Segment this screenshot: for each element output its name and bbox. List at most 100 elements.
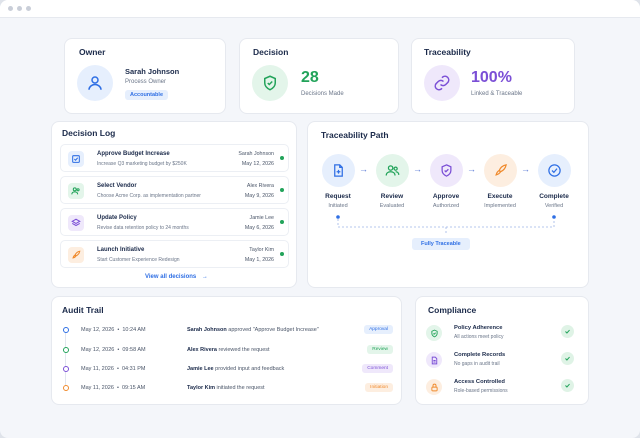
compliance-item: Complete Records No gaps in audit trail xyxy=(416,348,584,374)
check-icon xyxy=(561,379,574,392)
audit-trail-card: Audit Trail May 12, 2026 • 10:24 AM Sara… xyxy=(51,296,402,405)
timeline-dot xyxy=(63,366,69,372)
arrow-right-icon: → xyxy=(359,164,368,174)
step-sub: Initiated xyxy=(328,203,348,209)
decision-log-card: Decision Log Approve Budget Increase Inc… xyxy=(51,121,297,288)
audit-datetime: May 11, 2026 • 09:15 AM xyxy=(81,385,146,391)
timeline-dot xyxy=(63,385,69,391)
audit-description: Taylor Kim initiated the request xyxy=(187,385,265,391)
lock-icon xyxy=(426,379,442,395)
traceability-path-title: Traceability Path xyxy=(321,130,389,140)
decision-row[interactable]: Select Vendor Choose Acme Corp. as imple… xyxy=(60,176,289,204)
decision-person: Jamie Lee xyxy=(249,215,274,221)
status-dot xyxy=(280,188,284,192)
step-sub: Implemented xyxy=(484,203,516,209)
checkbox-icon xyxy=(68,151,84,167)
check-icon xyxy=(561,325,574,338)
audit-datetime: May 12, 2026 • 10:24 AM xyxy=(81,327,146,333)
compliance-item: Access Controlled Role-based permissions xyxy=(416,375,584,401)
decision-date: May 6, 2026 xyxy=(244,225,274,231)
view-all-label: View all decisions xyxy=(145,274,197,280)
decision-title-text: Update Policy xyxy=(97,215,137,221)
decision-log-title: Decision Log xyxy=(62,128,116,138)
arrow-right-icon: → xyxy=(521,164,530,174)
audit-description: Jamie Lee provided input and feedback xyxy=(187,366,285,372)
decision-count: 28 xyxy=(301,69,319,86)
owner-title: Owner xyxy=(79,47,106,57)
step-label: Approve xyxy=(432,193,460,200)
step-request: Request Initiated xyxy=(308,154,368,209)
step-sub: Verified xyxy=(544,203,564,209)
status-dot xyxy=(280,252,284,256)
traceability-label: Linked & Traceable xyxy=(471,91,523,97)
arrow-right-icon: → xyxy=(467,164,476,174)
users-icon xyxy=(375,154,409,187)
window-minimize-dot[interactable] xyxy=(17,6,22,11)
traceability-path-card: Traceability Path Request Initiated → Re… xyxy=(307,121,589,288)
decision-row[interactable]: Launch Initiative Start Customer Experie… xyxy=(60,240,289,268)
decision-title-text: Approve Budget Increase xyxy=(97,151,170,157)
compliance-item-title: Access Controlled xyxy=(454,379,505,385)
decision-row[interactable]: Approve Budget Increase Increase Q3 mark… xyxy=(60,144,289,172)
owner-role: Process Owner xyxy=(125,79,167,85)
audit-datetime: May 12, 2026 • 09:58 AM xyxy=(81,347,146,353)
decision-desc: Revise data retention policy to 24 month… xyxy=(97,225,189,231)
step-label: Request xyxy=(325,193,351,200)
title-bar xyxy=(0,0,640,18)
step-label: Execute xyxy=(487,193,513,200)
audit-row: May 11, 2026 • 09:15 AM Taylor Kim initi… xyxy=(52,380,403,399)
owner-card: Owner Sarah Johnson Process Owner Accoun… xyxy=(64,38,226,114)
owner-name: Sarah Johnson xyxy=(125,67,180,76)
audit-row: May 11, 2026 • 04:31 PM Jamie Lee provid… xyxy=(52,361,403,380)
compliance-item-title: Policy Adherence xyxy=(454,325,503,331)
audit-description: Alex Rivera reviewed the request xyxy=(187,347,270,353)
traceability-card: Traceability 100% Linked & Traceable xyxy=(411,38,575,114)
check-circle-icon xyxy=(537,154,571,187)
audit-tag: Review xyxy=(367,345,393,354)
shield-check-icon xyxy=(429,154,463,187)
step-approve: Approve Authorized xyxy=(416,154,476,209)
decision-title-text: Select Vendor xyxy=(97,183,137,189)
window-close-dot[interactable] xyxy=(8,6,13,11)
compliance-card: Compliance Policy Adherence All actions … xyxy=(415,296,589,405)
step-sub: Evaluated xyxy=(379,203,405,209)
decision-date: May 1, 2026 xyxy=(244,257,274,263)
arrow-right-icon: → xyxy=(413,164,422,174)
step-label: Review xyxy=(380,193,404,200)
decision-desc: Increase Q3 marketing budget by $250K xyxy=(97,161,187,167)
decision-date: May 12, 2026 xyxy=(241,161,274,167)
decision-title-text: Launch Initiative xyxy=(97,247,145,253)
status-dot xyxy=(280,156,284,160)
audit-tag: Comment xyxy=(362,364,393,373)
timeline-dot xyxy=(63,347,69,353)
document-icon xyxy=(426,352,442,368)
rocket-icon xyxy=(68,247,84,263)
decision-date: May 9, 2026 xyxy=(244,193,274,199)
decision-person: Sarah Johnson xyxy=(238,151,274,157)
link-icon xyxy=(424,65,460,101)
step-complete: Complete Verified xyxy=(524,154,584,209)
arrow-right-icon: → xyxy=(201,274,208,280)
compliance-item-desc: No gaps in audit trail xyxy=(454,361,500,367)
compliance-item: Policy Adherence All actions meet policy xyxy=(416,321,584,347)
view-all-link[interactable]: View all decisions → xyxy=(145,274,208,280)
timeline-dot xyxy=(63,327,69,333)
compliance-title: Compliance xyxy=(428,305,477,315)
decision-person: Alex Rivera xyxy=(246,183,274,189)
window-maximize-dot[interactable] xyxy=(26,6,31,11)
status-dot xyxy=(280,220,284,224)
compliance-item-desc: Role-based permissions xyxy=(454,388,508,394)
document-plus-icon xyxy=(321,154,355,187)
owner-badge: Accountable xyxy=(125,90,169,100)
traceability-value: 100% xyxy=(471,69,512,86)
fully-traceable-badge: Fully Traceable xyxy=(412,238,470,250)
shield-check-icon xyxy=(426,325,442,341)
rocket-icon xyxy=(483,154,517,187)
traceability-title: Traceability xyxy=(424,47,471,57)
decision-person: Taylor Kim xyxy=(249,247,274,253)
step-execute: Execute Implemented xyxy=(470,154,530,209)
decision-row[interactable]: Update Policy Revise data retention poli… xyxy=(60,208,289,236)
timeline-line xyxy=(65,327,66,389)
decision-title: Decision xyxy=(253,47,289,57)
compliance-item-title: Complete Records xyxy=(454,352,506,358)
